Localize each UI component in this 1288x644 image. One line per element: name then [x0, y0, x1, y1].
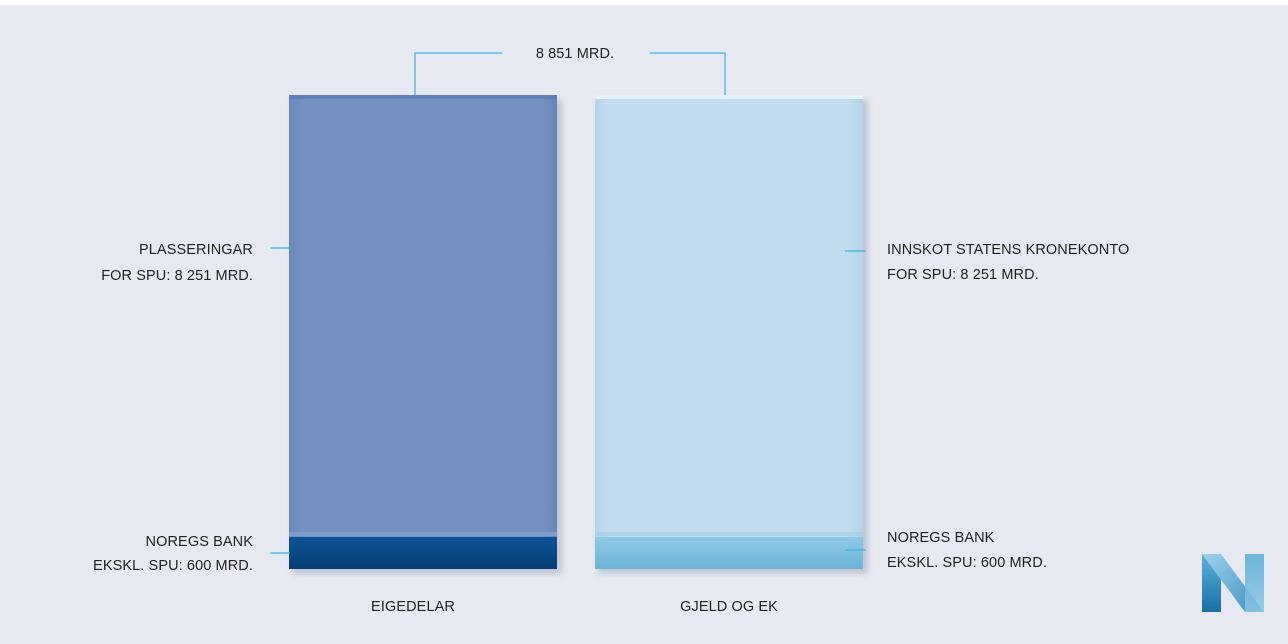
total-bracket-right [650, 52, 726, 95]
category-label-gjeld-og-ek: GJELD OG EK [680, 599, 778, 615]
bar-eigedelar-separator [289, 532, 557, 536]
bar-gjeld-innskot-kronekonto [595, 95, 863, 537]
bar-gjeld-noregs-bank [595, 537, 863, 569]
label-noregs-bank-right-line1: NOREGS BANK [887, 530, 995, 546]
label-plasseringar-line2: FOR SPU: 8 251 MRD. [101, 268, 253, 284]
bar-eigedelar-noregs-bank [289, 537, 557, 569]
label-noregs-bank-left-line2: EKSKL. SPU: 600 MRD. [93, 558, 253, 574]
label-noregs-bank-right-line2: EKSKL. SPU: 600 MRD. [887, 555, 1047, 571]
label-innskot-line1: INNSKOT STATENS KRONEKONTO [887, 242, 1129, 258]
category-label-eigedelar: EIGEDELAR [371, 599, 455, 615]
label-innskot-line2: FOR SPU: 8 251 MRD. [887, 267, 1039, 283]
label-noregs-bank-left-line1: NOREGS BANK [146, 534, 254, 550]
bar-eigedelar-top-edge [289, 95, 557, 99]
norges-bank-n-logo-icon [1202, 554, 1264, 612]
total-label: 8 851 MRD. [536, 46, 614, 62]
bar-gjeld-top-edge [595, 95, 863, 99]
bar-gjeld-separator [595, 532, 863, 536]
total-bracket-left [414, 52, 502, 95]
label-plasseringar-line1: PLASSERINGAR [139, 242, 253, 258]
bar-eigedelar-plasseringar-spu [289, 95, 557, 537]
top-strip [0, 0, 1288, 5]
